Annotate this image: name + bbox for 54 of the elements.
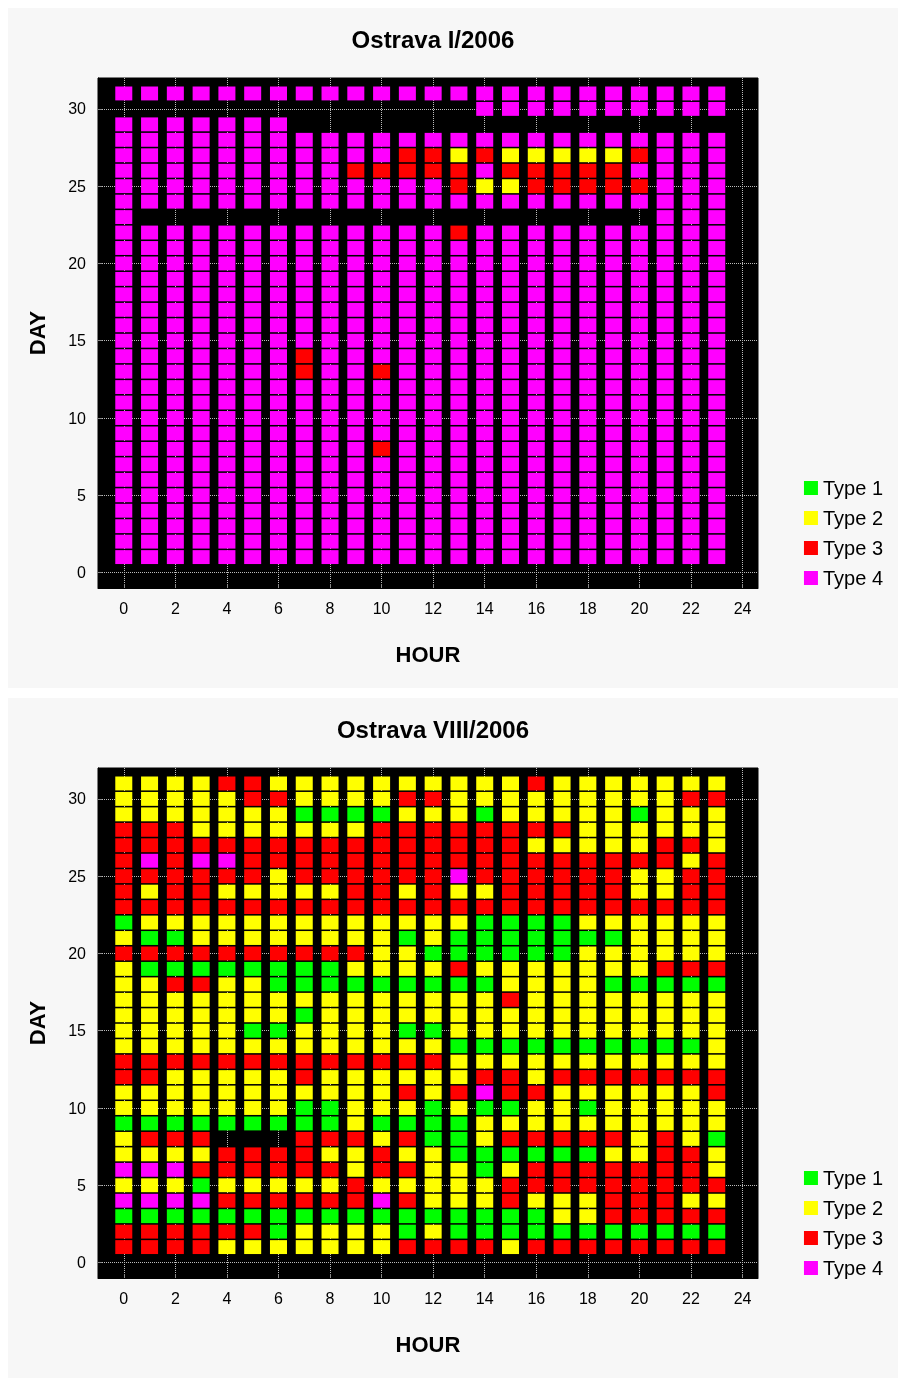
x-tick-label: 6 [274, 599, 284, 617]
x-axis-title: HOUR [395, 1331, 461, 1357]
x-tick-label: 20 [630, 1289, 649, 1307]
y-tick-label: 20 [68, 254, 87, 272]
x-tick-label: 8 [325, 1289, 335, 1307]
legend-label: Type 2 [822, 1197, 884, 1219]
y-tick-label: 10 [68, 409, 87, 427]
x-tick-label: 14 [475, 599, 494, 617]
x-tick-label: 4 [222, 599, 232, 617]
y-tick-label: 10 [68, 1099, 87, 1117]
y-tick-label: 5 [77, 486, 87, 504]
x-tick-label: 14 [475, 1289, 494, 1307]
x-tick-label: 0 [119, 599, 129, 617]
x-tick-label: 24 [733, 599, 752, 617]
x-tick-label: 10 [372, 1289, 391, 1307]
x-tick-label: 6 [274, 1289, 284, 1307]
x-tick-label: 10 [372, 599, 391, 617]
legend-label: Type 1 [822, 477, 884, 499]
y-tick-label: 0 [77, 564, 87, 582]
x-tick-label: 18 [578, 599, 597, 617]
y-tick-label: 25 [68, 177, 87, 195]
y-tick-label: 5 [77, 1176, 87, 1194]
y-tick-label: 15 [68, 332, 87, 350]
y-tick-label: 30 [68, 100, 87, 118]
x-tick-label: 24 [733, 1289, 752, 1307]
chart-title: Ostrava I/2006 [351, 25, 515, 53]
y-tick-label: 15 [68, 1022, 87, 1040]
x-tick-label: 18 [578, 1289, 597, 1307]
x-tick-label: 22 [682, 1289, 700, 1307]
y-tick-label: 20 [68, 944, 87, 962]
legend-label: Type 2 [822, 507, 884, 529]
x-tick-label: 12 [424, 1289, 443, 1307]
chart-title: Ostrava VIII/2006 [336, 715, 530, 743]
x-tick-label: 2 [170, 1289, 180, 1307]
x-tick-label: 16 [527, 1289, 546, 1307]
x-tick-label: 12 [424, 599, 443, 617]
y-tick-label: 30 [68, 790, 87, 808]
legend-label: Type 3 [822, 537, 884, 559]
legend-label: Type 3 [822, 1227, 884, 1249]
x-tick-label: 4 [222, 1289, 232, 1307]
x-tick-label: 0 [119, 1289, 129, 1307]
x-tick-label: 16 [527, 599, 546, 617]
legend-label: Type 4 [822, 567, 884, 589]
legend-label: Type 4 [822, 1257, 884, 1279]
y-tick-label: 25 [68, 867, 87, 885]
legend-label: Type 1 [822, 1167, 884, 1189]
y-axis-title: DAY [24, 310, 50, 356]
x-tick-label: 22 [682, 599, 700, 617]
y-axis-title: DAY [24, 1000, 50, 1046]
x-axis-title: HOUR [395, 641, 461, 667]
y-tick-label: 0 [77, 1254, 87, 1272]
x-tick-label: 8 [325, 599, 335, 617]
x-tick-label: 2 [170, 599, 180, 617]
x-tick-label: 20 [630, 599, 649, 617]
